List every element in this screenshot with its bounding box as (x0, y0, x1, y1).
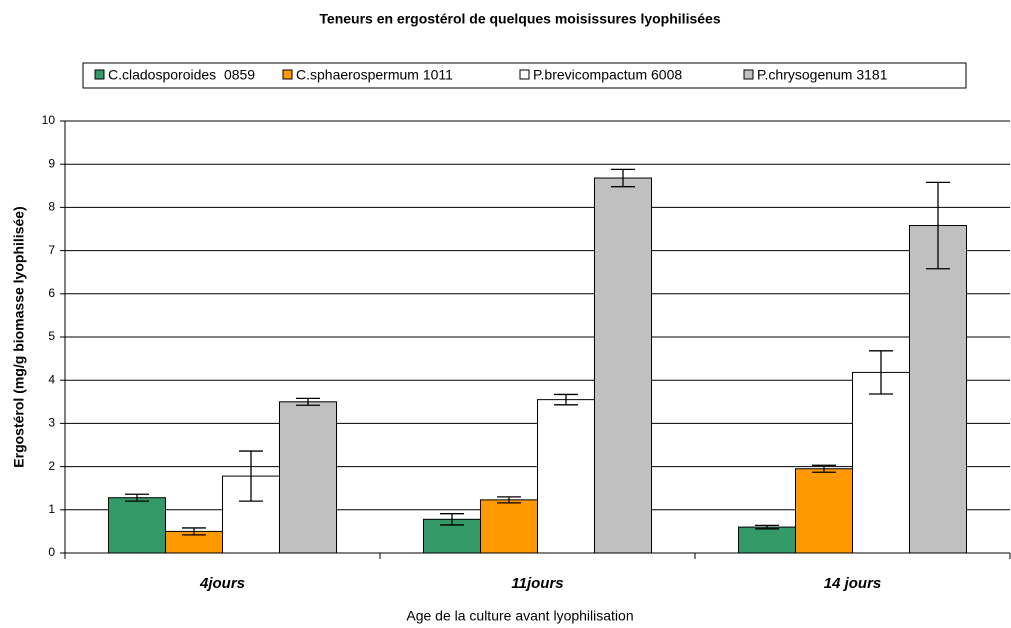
error-bar (926, 181, 950, 270)
bar (480, 499, 538, 554)
x-axis-title: Age de la culture avant lyophilisation (406, 608, 633, 624)
y-tick-label: 4 (48, 372, 55, 386)
bar (279, 401, 337, 554)
y-tick-label: 6 (48, 286, 55, 300)
error-bar (611, 168, 635, 188)
error-bar (812, 464, 836, 473)
legend-swatch (519, 69, 530, 80)
legend-label: C.cladosporoides 0859 (108, 67, 255, 83)
y-tick-label: 1 (48, 502, 55, 516)
error-bar (869, 350, 893, 395)
error-bar (440, 513, 464, 526)
bar (594, 177, 652, 554)
y-tick-label: 10 (42, 113, 56, 127)
error-bar (296, 397, 320, 406)
x-tick-label: 11jours (511, 575, 563, 592)
error-bar (497, 496, 521, 504)
error-bar (125, 493, 149, 502)
y-axis-title: Ergostérol (mg/g biomasse lyophilisée) (11, 206, 27, 467)
bar (738, 526, 796, 554)
legend-label: P.chrysogenum 3181 (757, 67, 888, 83)
bar (852, 371, 910, 554)
legend-swatch (282, 69, 293, 80)
chart-title: Teneurs en ergostérol de quelques moisis… (319, 11, 720, 27)
bar (795, 468, 853, 554)
error-bar (755, 524, 779, 530)
legend-label: P.brevicompactum 6008 (533, 67, 682, 83)
bar (909, 225, 967, 554)
error-bar (182, 527, 206, 536)
y-tick-label: 0 (48, 545, 55, 559)
error-bar (554, 393, 578, 406)
x-tick-label: 4jours (199, 575, 245, 592)
legend-swatch (743, 69, 754, 80)
y-tick-label: 7 (48, 243, 55, 257)
error-bar (239, 450, 263, 502)
bar (537, 399, 595, 554)
x-tick-label: 14 jours (824, 575, 882, 592)
legend-swatch (94, 69, 105, 80)
y-tick-label: 3 (48, 416, 55, 430)
y-tick-label: 5 (48, 329, 55, 343)
legend-label: C.sphaerospermum 1011 (296, 67, 453, 83)
y-tick-label: 9 (48, 156, 55, 170)
y-tick-label: 2 (48, 459, 55, 473)
bar (108, 497, 166, 554)
y-tick-label: 8 (48, 200, 55, 214)
